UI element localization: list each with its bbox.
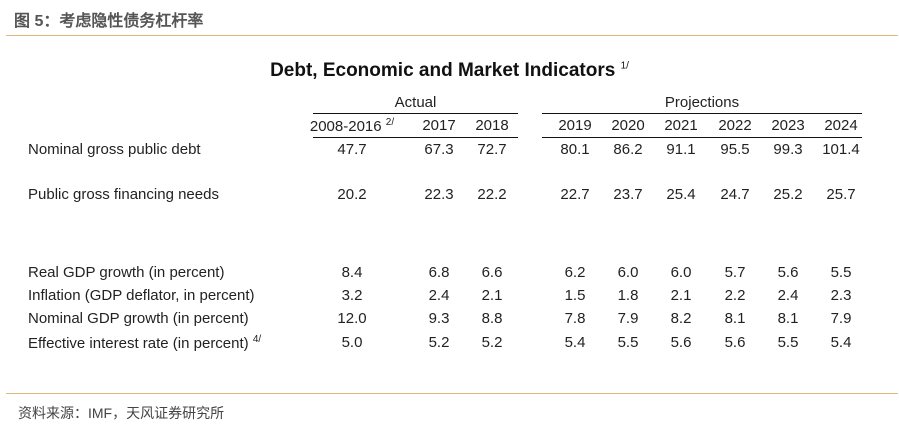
table-cell: 80.1: [560, 141, 590, 158]
table-cell: 5.6: [777, 264, 799, 281]
column-header: 2021: [664, 117, 698, 134]
row-label-note: 4/: [252, 334, 262, 345]
projections-group-underline: [542, 113, 862, 114]
table-cell: 5.6: [670, 334, 692, 351]
table-cell: 8.1: [724, 310, 746, 327]
row-label: Inflation (GDP deflator, in percent): [28, 287, 255, 304]
table-cell: 6.6: [481, 264, 503, 281]
source-note: 资料来源：IMF，天风证券研究所: [18, 405, 225, 421]
table-cell: 1.5: [564, 287, 586, 304]
table-cell: 22.3: [424, 186, 454, 203]
bottom-divider: [6, 393, 898, 394]
table-cell: 91.1: [666, 141, 696, 158]
top-divider: [6, 35, 898, 36]
table-cell: 1.8: [617, 287, 639, 304]
column-header-label: 2008-2016: [309, 118, 382, 135]
row-label-text: Nominal gross public debt: [28, 141, 201, 158]
table-cell: 47.7: [337, 141, 367, 158]
table-cell: 2.2: [724, 287, 746, 304]
table-cell: 7.8: [564, 310, 586, 327]
table-cell: 5.2: [428, 334, 450, 351]
table-cell: 2.3: [830, 287, 852, 304]
table-cell: 2.4: [777, 287, 799, 304]
table-cell: 9.3: [428, 310, 450, 327]
column-header: 2017: [422, 117, 456, 134]
row-label: Public gross financing needs: [28, 186, 219, 203]
column-header: 2024: [824, 117, 858, 134]
projections-header-underline: [542, 137, 862, 138]
table-cell: 3.2: [341, 287, 363, 304]
table-title-text: Debt, Economic and Market Indicators: [270, 60, 616, 81]
table-cell: 8.1: [777, 310, 799, 327]
table-cell: 25.4: [666, 186, 696, 203]
table-cell: 22.7: [560, 186, 590, 203]
table-cell: 67.3: [424, 141, 454, 158]
table-title: Debt, Economic and Market Indicators 1/: [0, 60, 899, 82]
actual-group-underline: [313, 113, 518, 114]
table-cell: 95.5: [720, 141, 750, 158]
column-header-note: 2/: [385, 117, 395, 128]
table-cell: 5.2: [481, 334, 503, 351]
table-cell: 8.8: [481, 310, 503, 327]
row-label: Nominal gross public debt: [28, 141, 201, 158]
row-label-text: Real GDP growth (in percent): [28, 264, 225, 281]
table-cell: 2.1: [670, 287, 692, 304]
table-cell: 25.2: [773, 186, 803, 203]
actual-header-underline: [313, 137, 518, 138]
table-cell: 20.2: [337, 186, 367, 203]
table-cell: 5.0: [341, 334, 363, 351]
table-cell: 5.6: [724, 334, 746, 351]
column-header: 2022: [718, 117, 752, 134]
table-cell: 6.0: [670, 264, 692, 281]
table-cell: 5.4: [564, 334, 586, 351]
table-title-note: 1/: [620, 60, 629, 72]
column-header: 2018: [475, 117, 509, 134]
table-cell: 5.5: [617, 334, 639, 351]
table-cell: 5.4: [830, 334, 852, 351]
row-label: Real GDP growth (in percent): [28, 264, 224, 281]
table-cell: 101.4: [822, 141, 860, 158]
table-cell: 8.4: [341, 264, 363, 281]
table-cell: 2.1: [481, 287, 503, 304]
table-cell: 5.7: [724, 264, 746, 281]
table-cell: 7.9: [617, 310, 639, 327]
table-cell: 23.7: [613, 186, 643, 203]
table-cell: 12.0: [337, 310, 367, 327]
table-cell: 24.7: [720, 186, 750, 203]
table-cell: 6.2: [564, 264, 586, 281]
table-cell: 8.2: [670, 310, 692, 327]
table-cell: 2.4: [428, 287, 450, 304]
row-label: Effective interest rate (in percent) 4/: [28, 334, 261, 352]
row-label: Nominal GDP growth (in percent): [28, 310, 249, 327]
table-cell: 5.5: [777, 334, 799, 351]
group-actual: Actual: [394, 94, 437, 111]
column-header: 2023: [771, 117, 805, 134]
table-cell: 22.2: [477, 186, 507, 203]
table-cell: 86.2: [613, 141, 643, 158]
column-header: 2008-2016 2/: [297, 117, 407, 135]
table-cell: 72.7: [477, 141, 507, 158]
table-cell: 6.0: [617, 264, 639, 281]
table-cell: 6.8: [428, 264, 450, 281]
group-projections: Projections: [664, 94, 740, 111]
table-cell: 7.9: [830, 310, 852, 327]
row-label-text: Effective interest rate (in percent): [28, 335, 249, 352]
figure-title: 图 5：考虑隐性债务杠杆率: [14, 13, 204, 30]
table-cell: 5.5: [830, 264, 852, 281]
column-header: 2020: [611, 117, 645, 134]
table-cell: 25.7: [826, 186, 856, 203]
table-cell: 99.3: [773, 141, 803, 158]
column-header: 2019: [558, 117, 592, 134]
row-label-text: Nominal GDP growth (in percent): [28, 310, 249, 327]
row-label-text: Public gross financing needs: [28, 186, 219, 203]
row-label-text: Inflation (GDP deflator, in percent): [28, 287, 255, 304]
